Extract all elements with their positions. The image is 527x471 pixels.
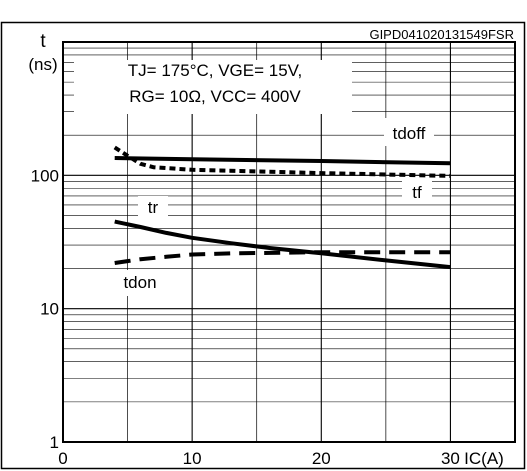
x-tick-label: 30	[441, 449, 460, 468]
series-label-tdon: tdon	[123, 273, 156, 292]
label-bg-tdoff	[384, 118, 434, 146]
series-label-tf: tf	[412, 183, 422, 202]
test-conditions: TJ= 175°C, VGE= 15V, RG= 10Ω, VCC= 400V	[70, 58, 360, 110]
x-tick-label: 0	[58, 449, 67, 468]
y-tick-label: 100	[31, 166, 59, 185]
tick-labels: 0 10 20 30 1 10 100	[31, 166, 460, 468]
series-label-tdoff: tdoff	[393, 124, 426, 143]
series-line-tf	[113, 145, 451, 178]
conditions-line-2: RG= 10Ω, VCC= 400V	[129, 87, 301, 106]
series-layer	[113, 145, 451, 270]
y-tick-label: 10	[40, 300, 59, 319]
series-line-tr	[114, 219, 451, 270]
x-axis-label: IC(A)	[464, 449, 504, 468]
x-tick-label: 10	[183, 449, 202, 468]
conditions-line-1: TJ= 175°C, VGE= 15V,	[127, 61, 303, 80]
label-bg-tf	[402, 178, 432, 204]
x-tick-label: 20	[312, 449, 331, 468]
label-bg-tr	[138, 196, 168, 222]
figure-frame	[0, 21, 526, 470]
y-axis-label: t	[40, 31, 46, 52]
series-line-tdon	[114, 250, 451, 265]
series-label-tr: tr	[148, 198, 159, 217]
plot-frame	[62, 41, 516, 443]
label-bg-tdon	[115, 270, 165, 296]
legend-labels: tdoff tf tr tdon	[115, 118, 434, 296]
series-line-tdoff	[114, 156, 451, 166]
figure-id: GIPD041020131549FSR	[369, 27, 514, 42]
conditions-bg	[74, 60, 352, 114]
y-tick-label: 1	[50, 433, 59, 452]
y-axis-unit: (ns)	[28, 55, 57, 74]
